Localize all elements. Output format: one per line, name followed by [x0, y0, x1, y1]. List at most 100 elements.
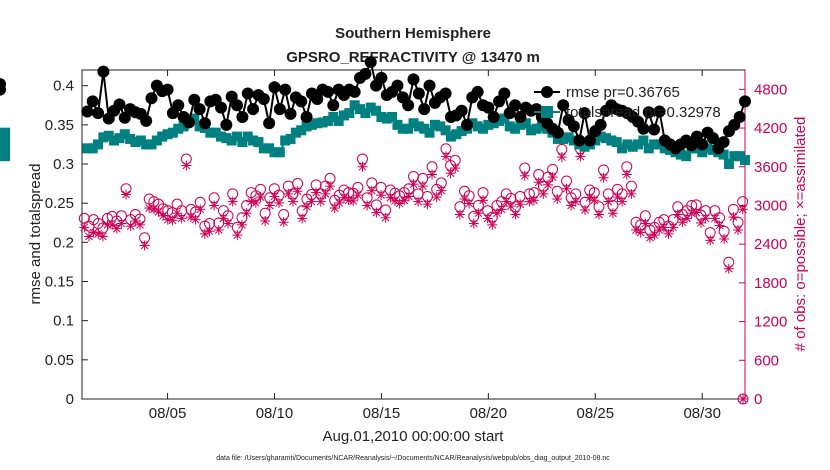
obs-assimilated-point [269, 191, 280, 202]
totalspread-point [87, 143, 98, 154]
totalspread-point [306, 119, 317, 130]
rmse-point [439, 87, 452, 100]
rmse-point [225, 90, 238, 103]
obs-assimilated-point [153, 206, 164, 217]
rmse-point [407, 73, 420, 86]
obs-assimilated-point [515, 199, 526, 210]
obs-assimilated-point [352, 190, 363, 201]
y2-tick-label: 3600 [754, 159, 787, 176]
rmse-point [402, 99, 415, 112]
x-tick-label: 08/15 [363, 405, 401, 422]
obs-assimilated-point [737, 204, 748, 215]
totalspread-point [264, 143, 275, 154]
y2-tick-label: 3000 [754, 197, 787, 214]
chart-title: Southern Hemisphere [335, 25, 491, 42]
totalspread-point [600, 133, 611, 144]
totalspread-point [504, 121, 515, 132]
totalspread-point [483, 119, 494, 130]
y-axis-label: rmse and totalspread [27, 164, 44, 305]
y2-tick-label: 600 [754, 352, 779, 369]
y2-tick-label: 1200 [754, 314, 787, 331]
totalspread-point [355, 104, 366, 115]
obs-assimilated-point [436, 185, 447, 196]
y2-tick-label: 2400 [754, 236, 787, 253]
obs-assimilated-point [399, 195, 410, 206]
totalspread-point [563, 132, 574, 143]
obs-assimilated-point [283, 188, 294, 199]
obs-assimilated-point [621, 169, 632, 180]
rmse-point [81, 105, 94, 118]
totalspread-point [638, 135, 649, 146]
totalspread-point [216, 131, 227, 142]
obs-assimilated-point [542, 179, 553, 190]
rmse-point [642, 106, 655, 119]
rmse-point [220, 118, 233, 131]
rmse-point [509, 99, 522, 112]
rmse-point [279, 83, 292, 96]
rmse-point [92, 107, 105, 120]
obs-assimilated-point [292, 186, 303, 197]
obs-assimilated-point [357, 161, 368, 172]
obs-assimilated-point [547, 172, 558, 183]
rmse-point [284, 107, 297, 120]
obs-assimilated-point [672, 209, 683, 220]
totalspread-point [376, 112, 387, 122]
totalspread-point [93, 139, 104, 150]
totalspread-point [691, 143, 702, 154]
rmse-point [348, 85, 361, 98]
obs-possible-point [78, 212, 90, 224]
obs-assimilated-point [705, 235, 716, 246]
totalspread-point [435, 121, 446, 132]
obs-assimilated-point [464, 198, 475, 209]
x-tick-label: 08/25 [577, 405, 615, 422]
rmse-point [359, 67, 372, 80]
totalspread-point [419, 123, 430, 134]
obs-assimilated-point [121, 189, 132, 200]
totalspread-point [456, 126, 467, 137]
obs-assimilated-point [134, 219, 145, 230]
totalspread-point [531, 123, 542, 134]
obs-assimilated-point [454, 209, 465, 220]
obs-assimilated-point [385, 192, 396, 203]
x-tick-label: 08/30 [683, 405, 721, 422]
obs-assimilated-point [362, 200, 373, 211]
rmse-point [231, 99, 244, 112]
rmse-point [311, 92, 324, 105]
totalspread-point [526, 125, 537, 136]
rmse-point [188, 93, 201, 106]
rmse-point [327, 99, 340, 112]
totalspread-point [232, 131, 243, 142]
obs-assimilated-point [213, 224, 224, 235]
obs-assimilated-point [487, 219, 498, 230]
totalspread-point [157, 131, 168, 142]
rmse-point [215, 101, 228, 114]
obs-assimilated-point [417, 181, 428, 192]
obs-assimilated-point [130, 215, 141, 226]
obs-assimilated-point [580, 204, 591, 215]
legend-spread-marker [541, 106, 553, 118]
obs-assimilated-point [635, 227, 646, 238]
rmse-point [573, 134, 586, 147]
totalspread-point [424, 127, 435, 138]
obs-assimilated-point [478, 195, 489, 206]
rmse-point [118, 111, 131, 124]
rmse-point [423, 79, 436, 92]
totalspread-point [167, 127, 178, 138]
totalspread-point [595, 131, 606, 142]
totalspread-point [98, 132, 109, 143]
obs-assimilated-point [167, 215, 178, 226]
obs-assimilated-point [561, 183, 572, 194]
rmse-point [145, 92, 158, 105]
totalspread-point [360, 108, 371, 119]
totalspread-point [258, 143, 269, 154]
obs-assimilated-point [408, 179, 419, 190]
totalspread-point [109, 135, 120, 146]
totalspread-point [729, 151, 740, 162]
obs-assimilated-point [677, 217, 688, 228]
obs-assimilated-point [668, 222, 679, 233]
totalspread-point [82, 143, 93, 154]
totalspread-point [617, 143, 628, 154]
rmse-point [739, 95, 751, 108]
totalspread-point [536, 121, 547, 132]
obs-assimilated-point [575, 151, 586, 162]
